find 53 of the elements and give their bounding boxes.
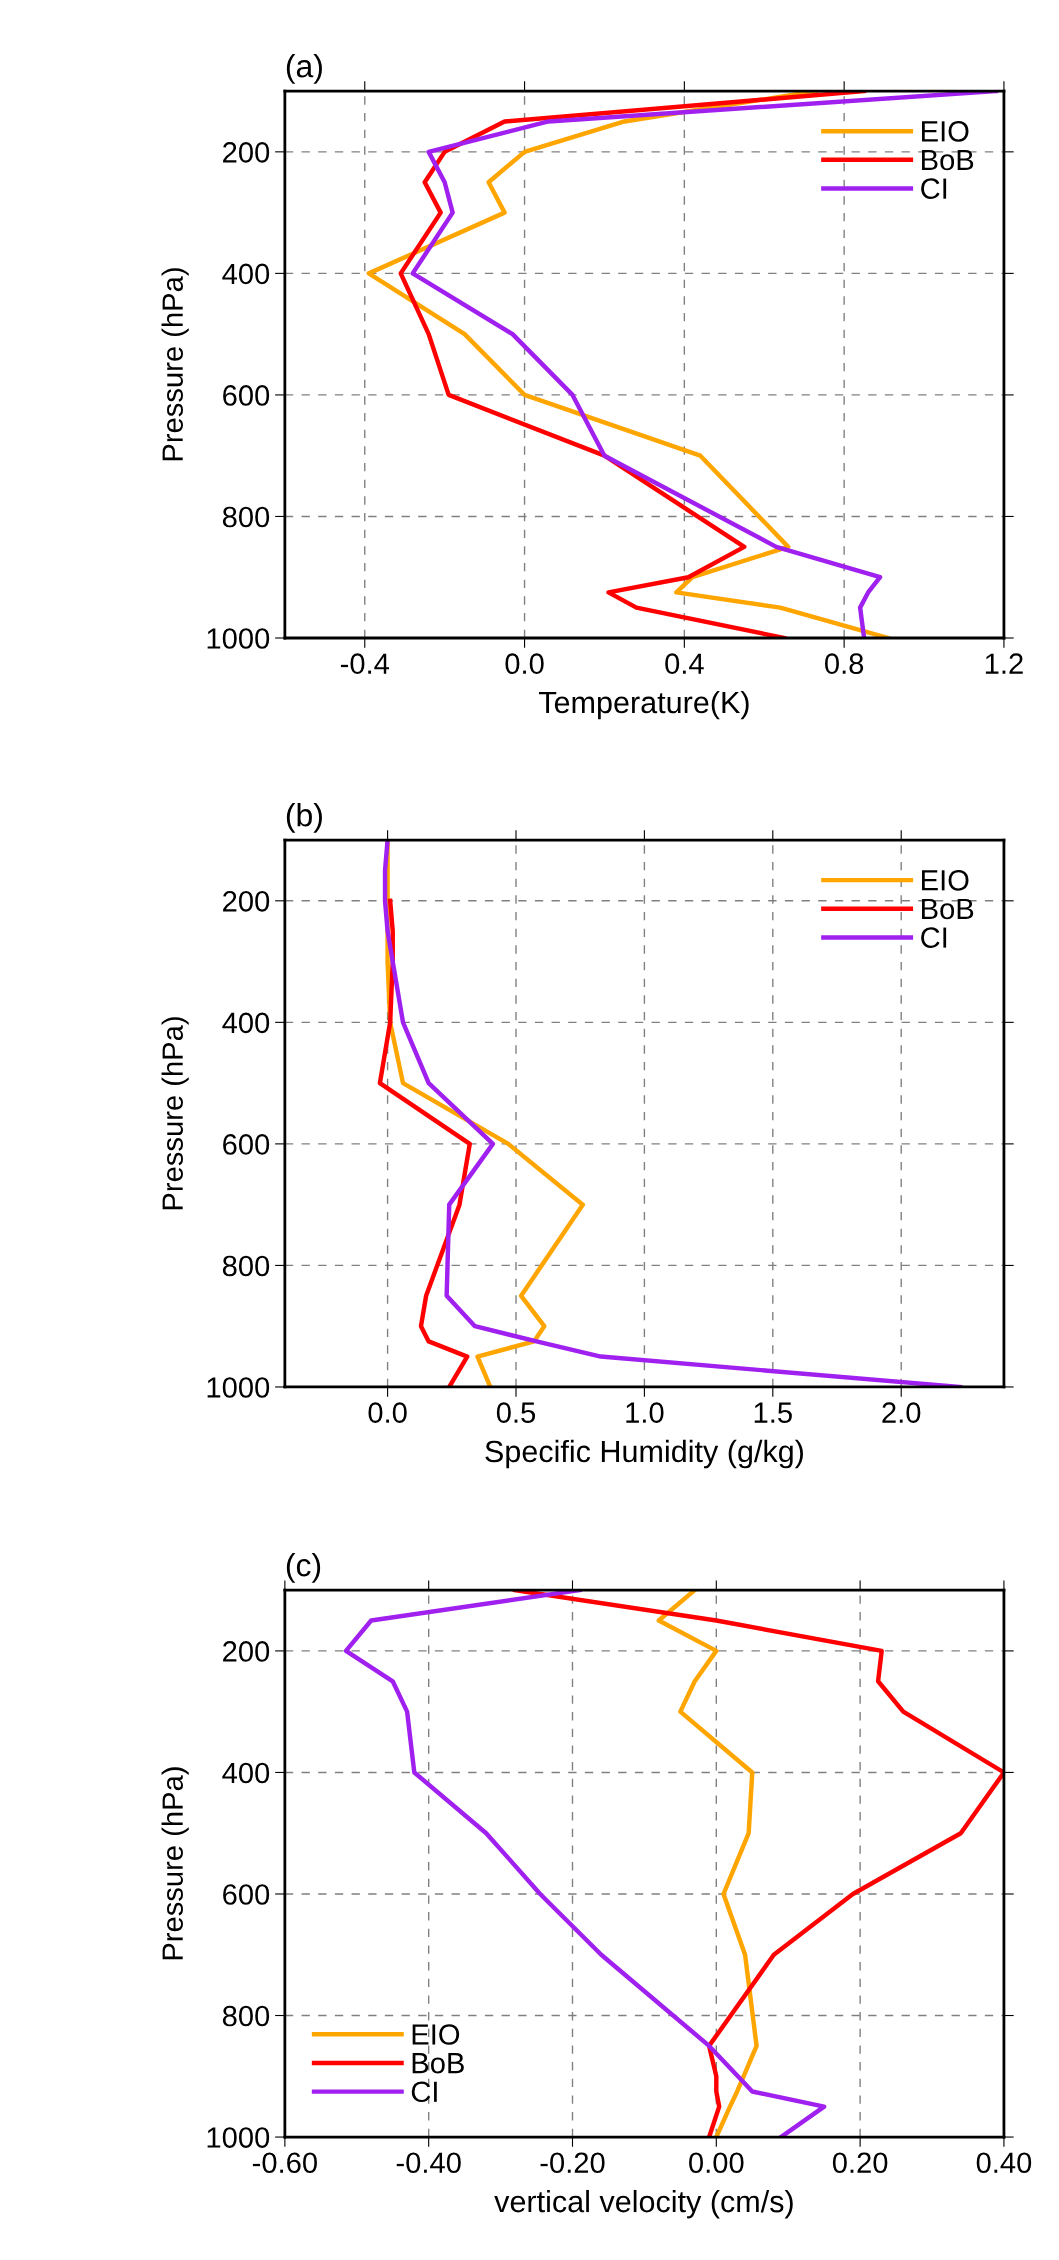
x-tick-label: 0.8 (825, 653, 864, 675)
legend-label: CI (921, 927, 947, 948)
x-tick-label: 1.5 (754, 1402, 792, 1423)
x-tick-label: -0.4 (340, 653, 390, 675)
y-tick-label: 200 (223, 891, 270, 912)
chart-title: (b) (286, 803, 322, 833)
chart-title: (c) (286, 1553, 321, 1583)
y-tick-label: 600 (223, 1884, 270, 1905)
y-tick-label: 1000 (207, 2127, 270, 2148)
y-tick-label: 1000 (207, 628, 270, 649)
x-axis-title: Specific Humidity (g/kg) (485, 1439, 803, 1469)
y-axis-title: Pressure (hPa) (161, 1767, 189, 1960)
x-tick-label: 0.0 (505, 653, 544, 675)
y-tick-label: 600 (223, 1134, 270, 1155)
y-tick-label: 400 (222, 1762, 270, 1784)
legend-label: BoB (922, 149, 974, 171)
legend-label: BoB (412, 2053, 464, 2074)
line-series (343, 1590, 827, 2138)
x-tick-label: 0.0 (368, 1402, 407, 1423)
legend-label: EIO (922, 121, 969, 142)
chart-title: (a) (286, 54, 322, 84)
legend-label: EIO (922, 869, 969, 891)
x-tick-label: -0.40 (396, 2152, 461, 2174)
x-tick-label: 1.2 (985, 653, 1023, 674)
y-tick-label: 800 (222, 2005, 270, 2027)
y-tick-label: 800 (222, 1255, 270, 1277)
x-tick-label: 0.5 (496, 1402, 536, 1423)
y-tick-label: 800 (222, 506, 270, 528)
y-axis-title: Pressure (hPa) (161, 268, 189, 461)
x-tick-label: 0.40 (976, 2152, 1032, 2174)
y-tick-label: 400 (222, 1012, 270, 1034)
legend-label: CI (411, 2081, 437, 2103)
x-axis-title: vertical velocity (cm/s) (494, 2189, 793, 2219)
legend-label: CI (921, 178, 947, 199)
y-tick-label: 400 (222, 263, 270, 285)
x-tick-label: 0.00 (689, 2152, 744, 2174)
line-series (656, 1590, 759, 2138)
y-tick-label: 600 (223, 385, 270, 406)
line-series (410, 91, 999, 638)
x-tick-label: -0.20 (540, 2152, 605, 2174)
legend-label: BoB (922, 898, 974, 920)
x-tick-label: 0.4 (665, 653, 704, 675)
y-tick-label: 1000 (207, 1377, 270, 1398)
x-tick-label: 2.0 (882, 1402, 921, 1423)
x-axis-title: Temperature(K) (538, 690, 749, 720)
y-tick-label: 200 (223, 1641, 270, 1662)
y-axis-title: Pressure (hPa) (161, 1017, 189, 1210)
line-series (377, 898, 472, 1387)
x-tick-label: 1.0 (626, 1402, 664, 1423)
legend-label: EIO (412, 2024, 460, 2045)
x-tick-label: 0.20 (832, 2152, 888, 2174)
y-tick-label: 200 (223, 142, 270, 163)
x-tick-label: -0.60 (252, 2152, 317, 2174)
